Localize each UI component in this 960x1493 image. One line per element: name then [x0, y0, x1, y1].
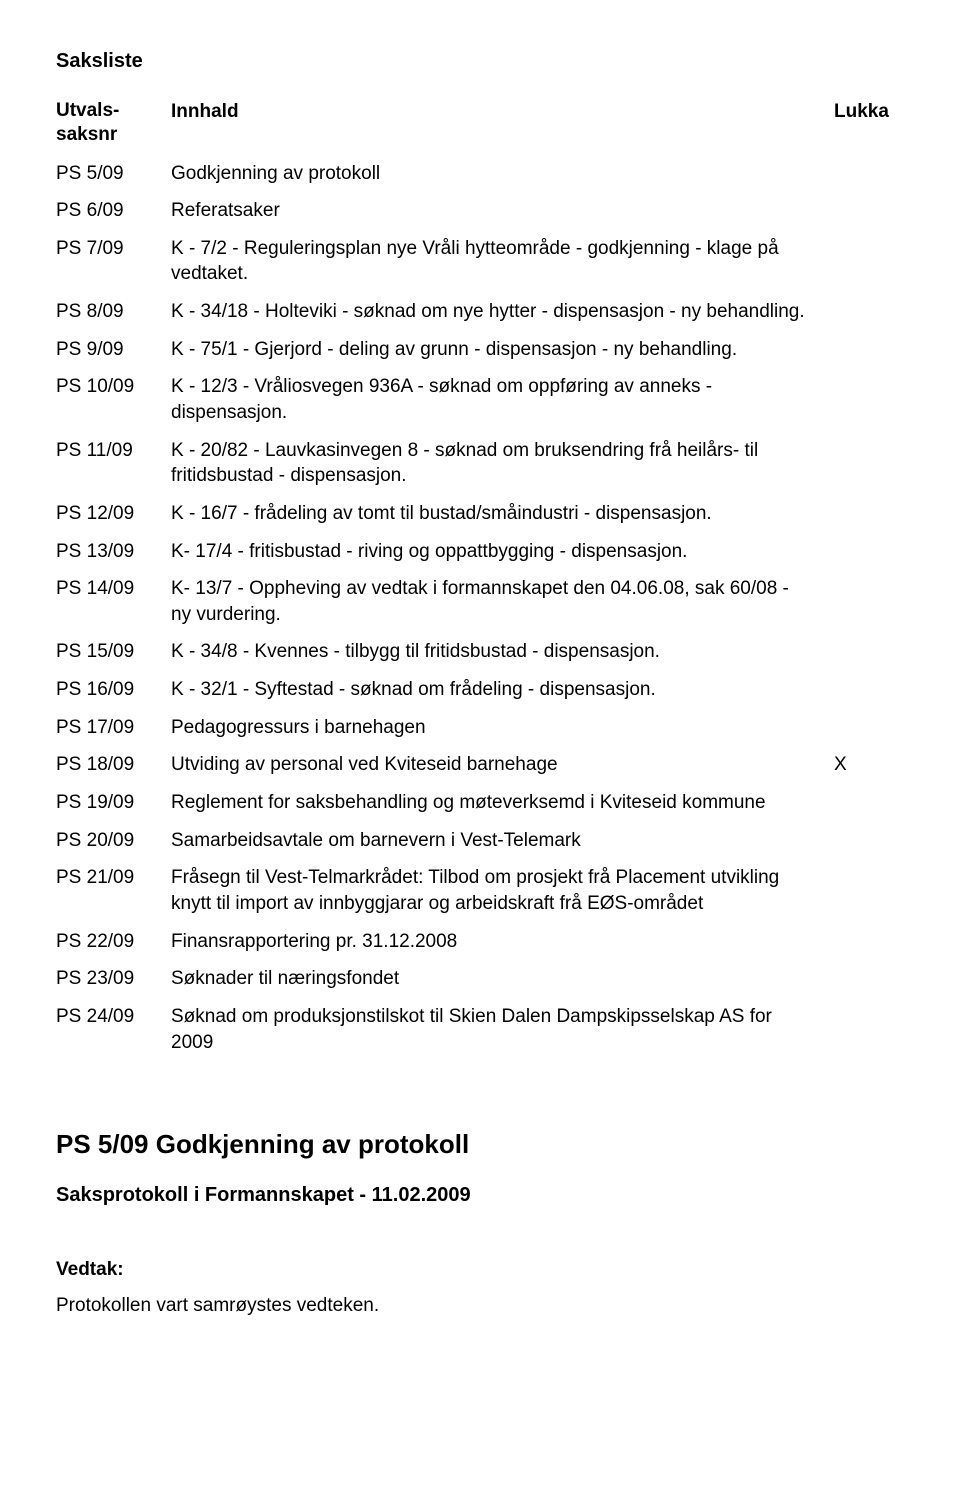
saksnr-cell: PS 19/09 — [56, 790, 171, 828]
header-lukka: Lukka — [834, 99, 904, 161]
saksnr-cell: PS 9/09 — [56, 337, 171, 375]
innhald-cell: K - 32/1 - Syftestad - søknad om frådeli… — [171, 677, 834, 715]
header-saksnr: Utvals- saksnr — [56, 99, 171, 161]
lukka-cell — [834, 438, 904, 501]
lukka-cell: X — [834, 752, 904, 790]
lukka-cell — [834, 198, 904, 236]
saksnr-cell: PS 5/09 — [56, 161, 171, 199]
innhald-cell: Søknad om produksjonstilskot til Skien D… — [171, 1004, 834, 1067]
innhald-cell: K - 75/1 - Gjerjord - deling av grunn - … — [171, 337, 834, 375]
table-row: PS 10/09K - 12/3 - Vråliosvegen 936A - s… — [56, 374, 904, 437]
vedtak-text: Protokollen vart samrøystes vedteken. — [56, 1293, 904, 1319]
innhald-cell: K- 17/4 - fritisbustad - riving og oppat… — [171, 539, 834, 577]
innhald-cell: Søknader til næringsfondet — [171, 966, 834, 1004]
innhald-cell: K - 34/18 - Holteviki - søknad om nye hy… — [171, 299, 834, 337]
saksnr-cell: PS 10/09 — [56, 374, 171, 437]
lukka-cell — [834, 299, 904, 337]
lukka-cell — [834, 501, 904, 539]
lukka-cell — [834, 539, 904, 577]
header-saksnr-line1: Utvals- — [56, 100, 119, 121]
saksnr-cell: PS 13/09 — [56, 539, 171, 577]
table-row: PS 5/09Godkjenning av protokoll — [56, 161, 904, 199]
saksnr-cell: PS 22/09 — [56, 929, 171, 967]
table-row: PS 14/09K- 13/7 - Oppheving av vedtak i … — [56, 576, 904, 639]
lukka-cell — [834, 374, 904, 437]
saksnr-cell: PS 7/09 — [56, 236, 171, 299]
innhald-cell: Samarbeidsavtale om barnevern i Vest-Tel… — [171, 828, 834, 866]
table-row: PS 19/09Reglement for saksbehandling og … — [56, 790, 904, 828]
lukka-cell — [834, 1004, 904, 1067]
innhald-cell: K - 16/7 - frådeling av tomt til bustad/… — [171, 501, 834, 539]
saksnr-cell: PS 16/09 — [56, 677, 171, 715]
table-row: PS 13/09K- 17/4 - fritisbustad - riving … — [56, 539, 904, 577]
table-row: PS 12/09K - 16/7 - frådeling av tomt til… — [56, 501, 904, 539]
innhald-cell: Pedagogressurs i barnehagen — [171, 715, 834, 753]
lukka-cell — [834, 161, 904, 199]
lukka-cell — [834, 865, 904, 928]
innhald-cell: K - 12/3 - Vråliosvegen 936A - søknad om… — [171, 374, 834, 437]
saksliste-table: Utvals- saksnr Innhald Lukka PS 5/09Godk… — [56, 99, 904, 1067]
saksnr-cell: PS 8/09 — [56, 299, 171, 337]
header-innhald: Innhald — [171, 99, 834, 161]
lukka-cell — [834, 828, 904, 866]
saksnr-cell: PS 18/09 — [56, 752, 171, 790]
lukka-cell — [834, 576, 904, 639]
lukka-cell — [834, 337, 904, 375]
table-row: PS 9/09K - 75/1 - Gjerjord - deling av g… — [56, 337, 904, 375]
table-row: PS 21/09Fråsegn til Vest-Telmarkrådet: T… — [56, 865, 904, 928]
table-row: PS 7/09K - 7/2 - Reguleringsplan nye Vrå… — [56, 236, 904, 299]
table-row: PS 15/09K - 34/8 - Kvennes - tilbygg til… — [56, 639, 904, 677]
innhald-cell: K- 13/7 - Oppheving av vedtak i formanns… — [171, 576, 834, 639]
innhald-cell: K - 34/8 - Kvennes - tilbygg til fritids… — [171, 639, 834, 677]
section-subheading: Saksprotokoll i Formannskapet - 11.02.20… — [56, 1182, 904, 1209]
innhald-cell: Reglement for saksbehandling og møteverk… — [171, 790, 834, 828]
saksnr-cell: PS 15/09 — [56, 639, 171, 677]
table-row: PS 24/09Søknad om produksjonstilskot til… — [56, 1004, 904, 1067]
saksnr-cell: PS 12/09 — [56, 501, 171, 539]
lukka-cell — [834, 677, 904, 715]
table-row: PS 6/09Referatsaker — [56, 198, 904, 236]
page-title: Saksliste — [56, 48, 904, 75]
table-row: PS 22/09Finansrapportering pr. 31.12.200… — [56, 929, 904, 967]
table-row: PS 18/09Utviding av personal ved Kvitese… — [56, 752, 904, 790]
table-row: PS 16/09K - 32/1 - Syftestad - søknad om… — [56, 677, 904, 715]
lukka-cell — [834, 929, 904, 967]
table-row: PS 11/09K - 20/82 - Lauvkasinvegen 8 - s… — [56, 438, 904, 501]
saksnr-cell: PS 6/09 — [56, 198, 171, 236]
innhald-cell: Fråsegn til Vest-Telmarkrådet: Tilbod om… — [171, 865, 834, 928]
innhald-cell: Utviding av personal ved Kviteseid barne… — [171, 752, 834, 790]
table-row: PS 23/09Søknader til næringsfondet — [56, 966, 904, 1004]
saksnr-cell: PS 11/09 — [56, 438, 171, 501]
saksnr-cell: PS 14/09 — [56, 576, 171, 639]
table-row: PS 17/09Pedagogressurs i barnehagen — [56, 715, 904, 753]
saksnr-cell: PS 17/09 — [56, 715, 171, 753]
innhald-cell: Godkjenning av protokoll — [171, 161, 834, 199]
innhald-cell: K - 20/82 - Lauvkasinvegen 8 - søknad om… — [171, 438, 834, 501]
lukka-cell — [834, 790, 904, 828]
saksnr-cell: PS 20/09 — [56, 828, 171, 866]
lukka-cell — [834, 715, 904, 753]
lukka-cell — [834, 966, 904, 1004]
lukka-cell — [834, 236, 904, 299]
section-heading: PS 5/09 Godkjenning av protokoll — [56, 1127, 904, 1162]
saksnr-cell: PS 24/09 — [56, 1004, 171, 1067]
vedtak-label: Vedtak: — [56, 1257, 904, 1283]
innhald-cell: Finansrapportering pr. 31.12.2008 — [171, 929, 834, 967]
innhald-cell: K - 7/2 - Reguleringsplan nye Vråli hytt… — [171, 236, 834, 299]
saksnr-cell: PS 23/09 — [56, 966, 171, 1004]
saksnr-cell: PS 21/09 — [56, 865, 171, 928]
header-saksnr-line2: saksnr — [56, 124, 117, 145]
lukka-cell — [834, 639, 904, 677]
table-row: PS 8/09K - 34/18 - Holteviki - søknad om… — [56, 299, 904, 337]
table-row: PS 20/09Samarbeidsavtale om barnevern i … — [56, 828, 904, 866]
innhald-cell: Referatsaker — [171, 198, 834, 236]
table-header: Utvals- saksnr Innhald Lukka — [56, 99, 904, 161]
